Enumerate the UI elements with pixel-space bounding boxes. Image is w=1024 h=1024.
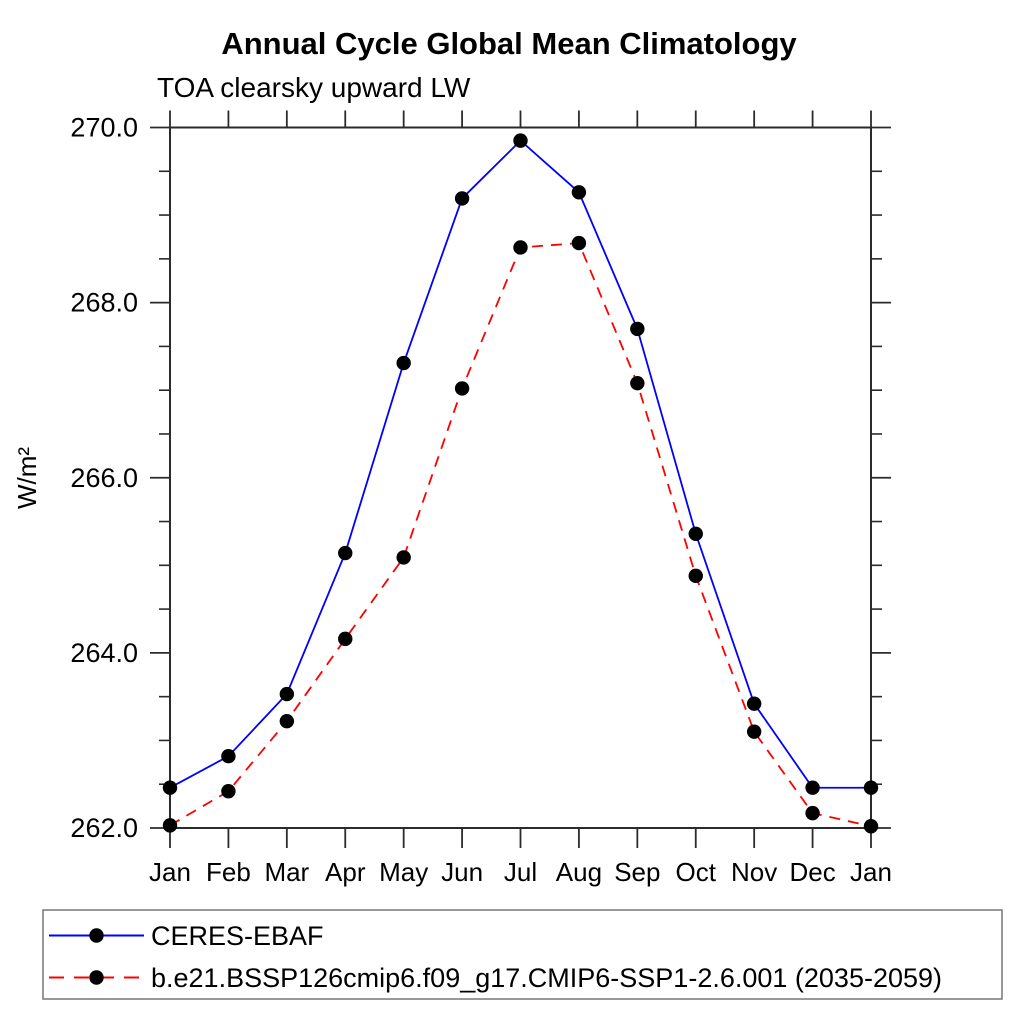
series-marker-1	[513, 240, 528, 255]
y-axis-label: W/m²	[12, 447, 42, 509]
series-marker-0	[746, 696, 762, 711]
series-line-0	[169, 139, 871, 789]
series-marker-0	[162, 780, 178, 795]
x-tick-label: Sep	[614, 857, 660, 887]
chart-title: Annual Cycle Global Mean Climatology	[221, 26, 797, 61]
series-marker-1	[863, 819, 879, 834]
series-marker-1	[338, 631, 353, 647]
x-tick-label: Dec	[789, 857, 835, 887]
plot-area: Jan Feb Mar Apr May Jun Jul Aug Sep Oct Nov Dec Jan 2…	[70, 110, 892, 887]
series-marker-0	[863, 780, 879, 795]
legend-label-ceres: CERES-EBAF	[151, 921, 324, 951]
legend: CERES-EBAF b.e21.BSSP126cmip6.f09_g17.CM…	[42, 909, 1003, 1000]
legend-marker-icon	[89, 928, 104, 943]
y-tick-label: 262.0	[70, 813, 138, 843]
plot-frame	[169, 126, 872, 829]
series-marker-0	[221, 748, 236, 764]
series-marker-1	[805, 805, 820, 821]
y-tick-label: 268.0	[70, 288, 138, 318]
x-tick-label: Jan	[850, 857, 892, 887]
legend-item-ceres: CERES-EBAF	[49, 921, 324, 951]
legend-marker-icon	[89, 970, 104, 985]
legend-item-model: b.e21.BSSP126cmip6.f09_g17.CMIP6-SSP1-2.…	[49, 963, 942, 993]
series-line-1	[169, 242, 872, 828]
x-tick-label: May	[379, 857, 428, 887]
series-marker-1	[162, 818, 178, 833]
x-tick-label: Jan	[149, 857, 191, 887]
legend-box	[42, 909, 1003, 1000]
x-tick-label: Aug	[556, 857, 602, 887]
x-tick-label: Apr	[325, 857, 366, 887]
chart-subtitle: TOA clearsky upward LW	[157, 72, 471, 103]
x-tick-label: Oct	[676, 857, 717, 887]
x-tick-label: Mar	[264, 857, 309, 887]
x-tick-label: Jun	[441, 857, 483, 887]
series-marker-1	[454, 381, 470, 396]
series-marker-1	[688, 568, 703, 584]
series-marker-0	[688, 526, 703, 541]
series-marker-0	[805, 780, 820, 795]
x-tick-label: Nov	[731, 857, 777, 887]
series-marker-0	[454, 191, 470, 206]
y-tick-label: 270.0	[70, 113, 138, 143]
series-marker-1	[221, 784, 236, 799]
y-tick-label: 266.0	[70, 463, 138, 493]
series-marker-0	[571, 185, 587, 200]
series-marker-0	[513, 133, 528, 148]
series-marker-0	[279, 686, 295, 702]
series-marker-0	[396, 355, 411, 371]
series-marker-0	[630, 321, 645, 337]
y-tick-label: 264.0	[70, 638, 138, 668]
x-tick-label: Jul	[504, 857, 537, 887]
series-marker-1	[630, 375, 645, 391]
series-marker-1	[746, 724, 762, 739]
series-marker-1	[396, 550, 411, 565]
series-marker-0	[338, 545, 353, 561]
series-marker-1	[279, 713, 295, 729]
legend-label-model: b.e21.BSSP126cmip6.f09_g17.CMIP6-SSP1-2.…	[151, 963, 942, 993]
series-marker-1	[571, 235, 587, 251]
x-tick-label: Feb	[206, 857, 251, 887]
